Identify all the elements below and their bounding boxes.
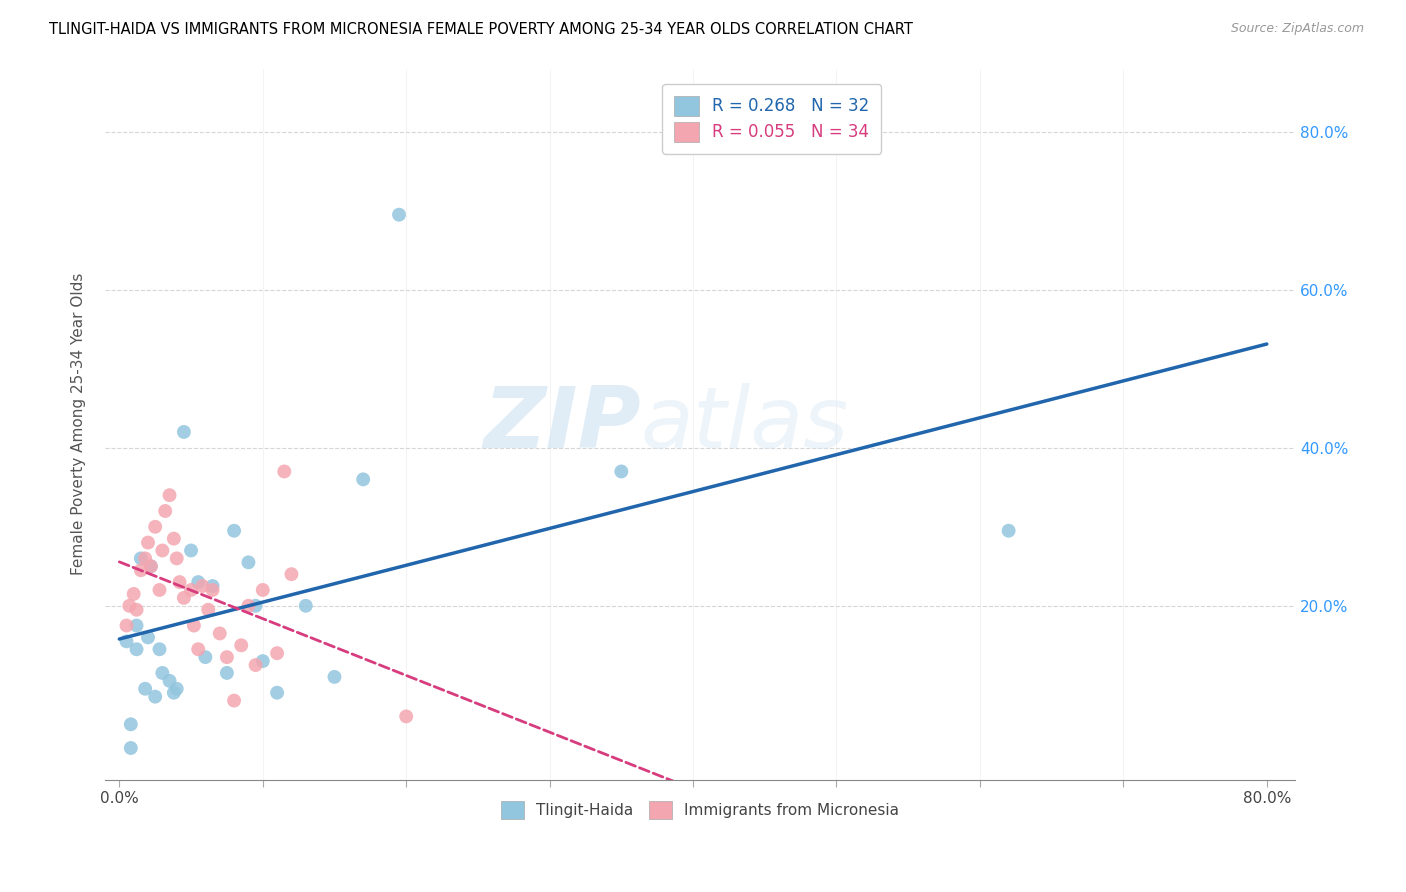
Point — [294, 599, 316, 613]
Point — [159, 673, 181, 688]
Y-axis label: Female Poverty Among 25-34 Year Olds: Female Poverty Among 25-34 Year Olds — [72, 273, 86, 575]
Point — [238, 599, 260, 613]
Point — [120, 717, 142, 731]
Point — [194, 650, 217, 665]
Point — [197, 603, 219, 617]
Point — [997, 524, 1019, 538]
Point — [323, 670, 346, 684]
Point — [163, 532, 186, 546]
Point — [231, 638, 253, 652]
Point — [143, 520, 166, 534]
Point — [201, 582, 224, 597]
Point — [201, 579, 224, 593]
Point — [139, 559, 162, 574]
Point — [150, 665, 173, 680]
Point — [252, 654, 274, 668]
Point — [215, 665, 238, 680]
Point — [139, 559, 162, 574]
Point — [273, 465, 295, 479]
Point — [134, 551, 156, 566]
Point — [187, 575, 209, 590]
Point — [134, 681, 156, 696]
Point — [166, 681, 188, 696]
Point — [159, 488, 181, 502]
Point — [215, 650, 238, 665]
Point — [125, 603, 148, 617]
Point — [395, 709, 418, 723]
Point — [129, 563, 152, 577]
Point — [173, 425, 195, 439]
Point — [125, 618, 148, 632]
Point — [252, 582, 274, 597]
Text: TLINGIT-HAIDA VS IMMIGRANTS FROM MICRONESIA FEMALE POVERTY AMONG 25-34 YEAR OLDS: TLINGIT-HAIDA VS IMMIGRANTS FROM MICRONE… — [49, 22, 912, 37]
Point — [115, 634, 138, 648]
Point — [115, 618, 138, 632]
Point — [180, 543, 202, 558]
Point — [163, 686, 186, 700]
Point — [222, 693, 245, 707]
Point — [238, 555, 260, 569]
Point — [180, 582, 202, 597]
Point — [129, 551, 152, 566]
Point — [266, 646, 288, 660]
Point — [266, 686, 288, 700]
Point — [166, 551, 188, 566]
Point — [352, 472, 374, 486]
Point — [120, 741, 142, 756]
Point — [191, 579, 214, 593]
Point — [148, 642, 170, 657]
Point — [388, 208, 411, 222]
Point — [125, 642, 148, 657]
Point — [245, 599, 267, 613]
Text: atlas: atlas — [641, 383, 849, 466]
Point — [169, 575, 191, 590]
Legend: Tlingit-Haida, Immigrants from Micronesia: Tlingit-Haida, Immigrants from Micronesi… — [495, 795, 905, 825]
Point — [610, 465, 633, 479]
Text: ZIP: ZIP — [484, 383, 641, 466]
Point — [245, 658, 267, 673]
Point — [155, 504, 177, 518]
Point — [136, 535, 159, 549]
Point — [208, 626, 231, 640]
Point — [150, 543, 173, 558]
Point — [173, 591, 195, 605]
Point — [118, 599, 141, 613]
Point — [122, 587, 145, 601]
Point — [183, 618, 205, 632]
Point — [148, 582, 170, 597]
Point — [280, 567, 302, 582]
Point — [187, 642, 209, 657]
Point — [222, 524, 245, 538]
Point — [136, 631, 159, 645]
Point — [143, 690, 166, 704]
Text: Source: ZipAtlas.com: Source: ZipAtlas.com — [1230, 22, 1364, 36]
